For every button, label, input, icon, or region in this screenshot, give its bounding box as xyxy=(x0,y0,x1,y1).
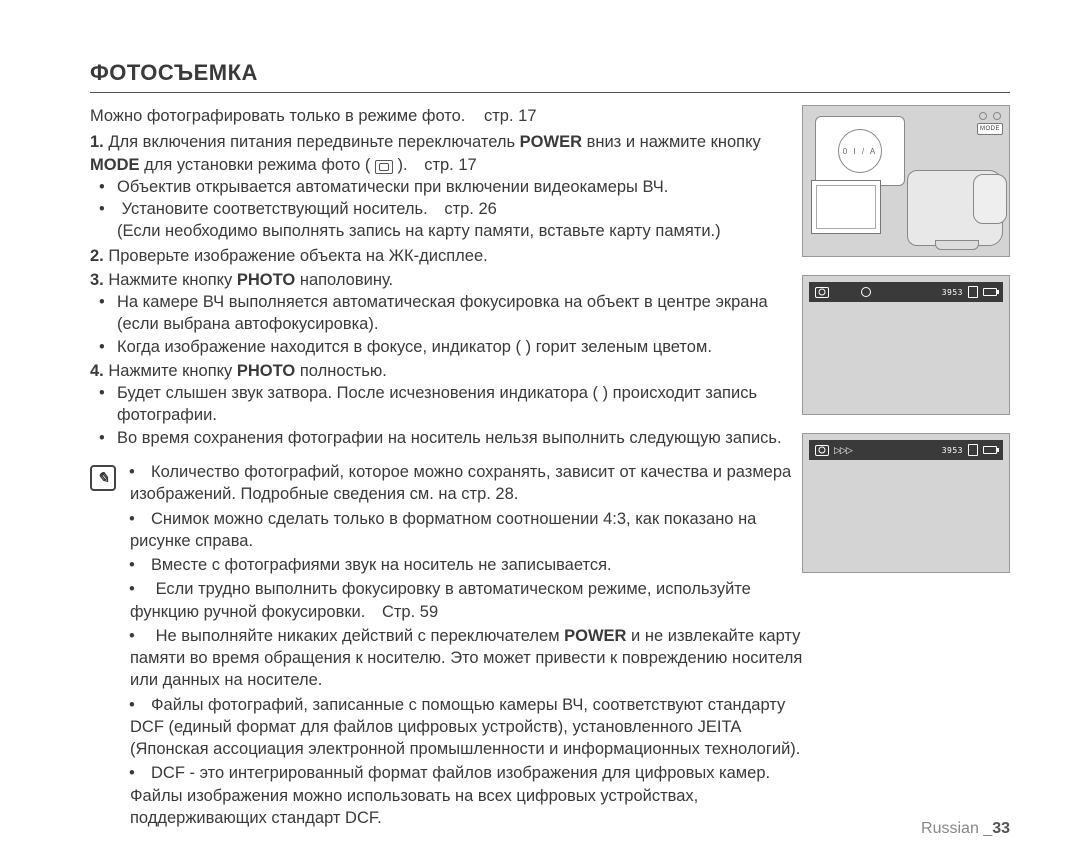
camera-mode-icon xyxy=(375,160,393,174)
top-buttons: MODE xyxy=(977,112,1003,135)
mode-label: MODE xyxy=(90,156,140,174)
step-1-sub-2-text: Установите соответствующий носитель. xyxy=(122,200,428,218)
power-label: POWER xyxy=(520,133,582,151)
step-3-number: 3. xyxy=(90,271,104,289)
note-7: DCF - это интегрированный формат файлов … xyxy=(130,762,805,829)
note-1: Количество фотографий, которое можно сох… xyxy=(130,461,805,506)
note-5: Не выполняйте никаких действий с переклю… xyxy=(130,625,805,692)
step-1: 1. Для включения питания передвиньте пер… xyxy=(90,131,805,242)
step-1-sub-2-page: стр. 26 xyxy=(444,200,497,218)
step-1-sub-2: Установите соответствующий носитель. стр… xyxy=(117,198,805,243)
lcd-status-bar: 3953 xyxy=(809,282,1003,302)
footer-page-number: 33 xyxy=(992,820,1010,837)
step-4-subitems: Будет слышен звук затвора. После исчезно… xyxy=(90,382,805,449)
note-5-a: Не выполняйте никаких действий с переклю… xyxy=(156,627,565,645)
figures-column: 0 I / A MODE xyxy=(802,105,1010,591)
note-icon: ✎ xyxy=(90,465,116,491)
photo-mode-icon xyxy=(815,445,829,456)
note-4-text: Если трудно выполнить фокусировку в авто… xyxy=(130,580,751,620)
step-2-text: Проверьте изображение объекта на ЖК-дисп… xyxy=(108,247,487,265)
dot-icon xyxy=(993,112,1001,120)
footer-language: Russian _ xyxy=(921,820,992,837)
bar-left-icons xyxy=(815,287,871,298)
page-footer: Russian _33 xyxy=(921,820,1010,838)
step-2: 2. Проверьте изображение объекта на ЖК-д… xyxy=(90,245,805,267)
card-icon xyxy=(968,286,978,298)
camera-body-icon xyxy=(873,162,1003,246)
figure-lcd-focus: 3953 xyxy=(802,275,1010,415)
figure-lcd-saving: ▷▷▷ 3953 xyxy=(802,433,1010,573)
note-4: Если трудно выполнить фокусировку в авто… xyxy=(130,578,805,623)
step-3-text-a: Нажмите кнопку xyxy=(108,271,237,289)
text-column: Можно фотографировать только в режиме фо… xyxy=(90,105,805,449)
intro-text: Можно фотографировать только в режиме фо… xyxy=(90,107,465,125)
note-4-page: Стр. 59 xyxy=(382,603,438,621)
step-1-text-d: ). xyxy=(393,156,408,174)
counter-value: 3953 xyxy=(942,446,963,455)
intro-page-ref: стр. 17 xyxy=(484,105,537,127)
steps-list: 1. Для включения питания передвиньте пер… xyxy=(90,131,805,449)
step-1-sub-2-note: (Если необходимо выполнять запись на кар… xyxy=(117,222,721,240)
bar-right-icons: 3953 xyxy=(942,286,997,298)
step-1-number: 1. xyxy=(90,133,104,151)
manual-page: ФОТОСЪЕМКА Можно фотографировать только … xyxy=(0,0,1080,868)
photo-label-2: PHOTO xyxy=(237,362,295,380)
photo-mode-icon xyxy=(815,287,829,298)
lcd-screen-icon xyxy=(811,180,881,234)
step-1-text-b: вниз и нажмите кнопку xyxy=(582,133,761,151)
note-2: Снимок можно сделать только в форматном … xyxy=(130,508,805,553)
focus-ring-icon xyxy=(861,287,871,297)
mode-button-icon: MODE xyxy=(977,123,1003,135)
battery-icon xyxy=(983,288,997,296)
step-4-text-b: полностью. xyxy=(295,362,387,380)
note-3: Вместе с фотографиями звук на носитель н… xyxy=(130,554,805,576)
lcd-status-bar: ▷▷▷ 3953 xyxy=(809,440,1003,460)
intro-line: Можно фотографировать только в режиме фо… xyxy=(90,105,805,127)
indicator-dots xyxy=(979,112,1001,120)
note-5-power: POWER xyxy=(564,627,626,645)
bar-left-icons: ▷▷▷ xyxy=(815,445,852,456)
step-1-sub-1: Объектив открывается автоматически при в… xyxy=(117,176,805,198)
bar-right-icons: 3953 xyxy=(942,444,997,456)
step-3-subitems: На камере ВЧ выполняется автоматическая … xyxy=(90,291,805,358)
photo-label-1: PHOTO xyxy=(237,271,295,289)
card-icon xyxy=(968,444,978,456)
step-3: 3. Нажмите кнопку PHOTO наполовину. На к… xyxy=(90,269,805,358)
content-area: Можно фотографировать только в режиме фо… xyxy=(90,105,1010,831)
step-4-sub-2: Во время сохранения фотографии на носите… xyxy=(117,427,805,449)
step-2-number: 2. xyxy=(90,247,104,265)
step-1-page-ref: стр. 17 xyxy=(424,156,477,174)
note-6: Файлы фотографий, записанные с помощью к… xyxy=(130,694,805,761)
battery-icon xyxy=(983,446,997,454)
page-heading: ФОТОСЪЕМКА xyxy=(90,60,1010,93)
camera-grip-icon xyxy=(935,240,979,250)
figure-camera: 0 I / A MODE xyxy=(802,105,1010,257)
step-1-subitems: Объектив открывается автоматически при в… xyxy=(90,176,805,243)
step-4-number: 4. xyxy=(90,362,104,380)
step-3-sub-2: Когда изображение находится в фокусе, ин… xyxy=(117,336,805,358)
counter-value: 3953 xyxy=(942,288,963,297)
step-3-text-b: наполовину. xyxy=(295,271,393,289)
step-3-sub-1: На камере ВЧ выполняется автоматическая … xyxy=(117,291,805,336)
camera-lens-icon xyxy=(973,174,1007,224)
step-4: 4. Нажмите кнопку PHOTO полностью. Будет… xyxy=(90,360,805,449)
step-4-text-a: Нажмите кнопку xyxy=(108,362,237,380)
dot-icon xyxy=(979,112,987,120)
step-4-sub-1: Будет слышен звук затвора. После исчезно… xyxy=(117,382,805,427)
step-1-text-a: Для включения питания передвиньте перекл… xyxy=(108,133,519,151)
note-block: ✎ Количество фотографий, которое можно с… xyxy=(90,461,805,831)
note-list: Количество фотографий, которое можно сох… xyxy=(130,461,805,831)
step-1-text-c: для установки режима фото ( xyxy=(140,156,375,174)
saving-arrows-icon: ▷▷▷ xyxy=(834,445,852,456)
